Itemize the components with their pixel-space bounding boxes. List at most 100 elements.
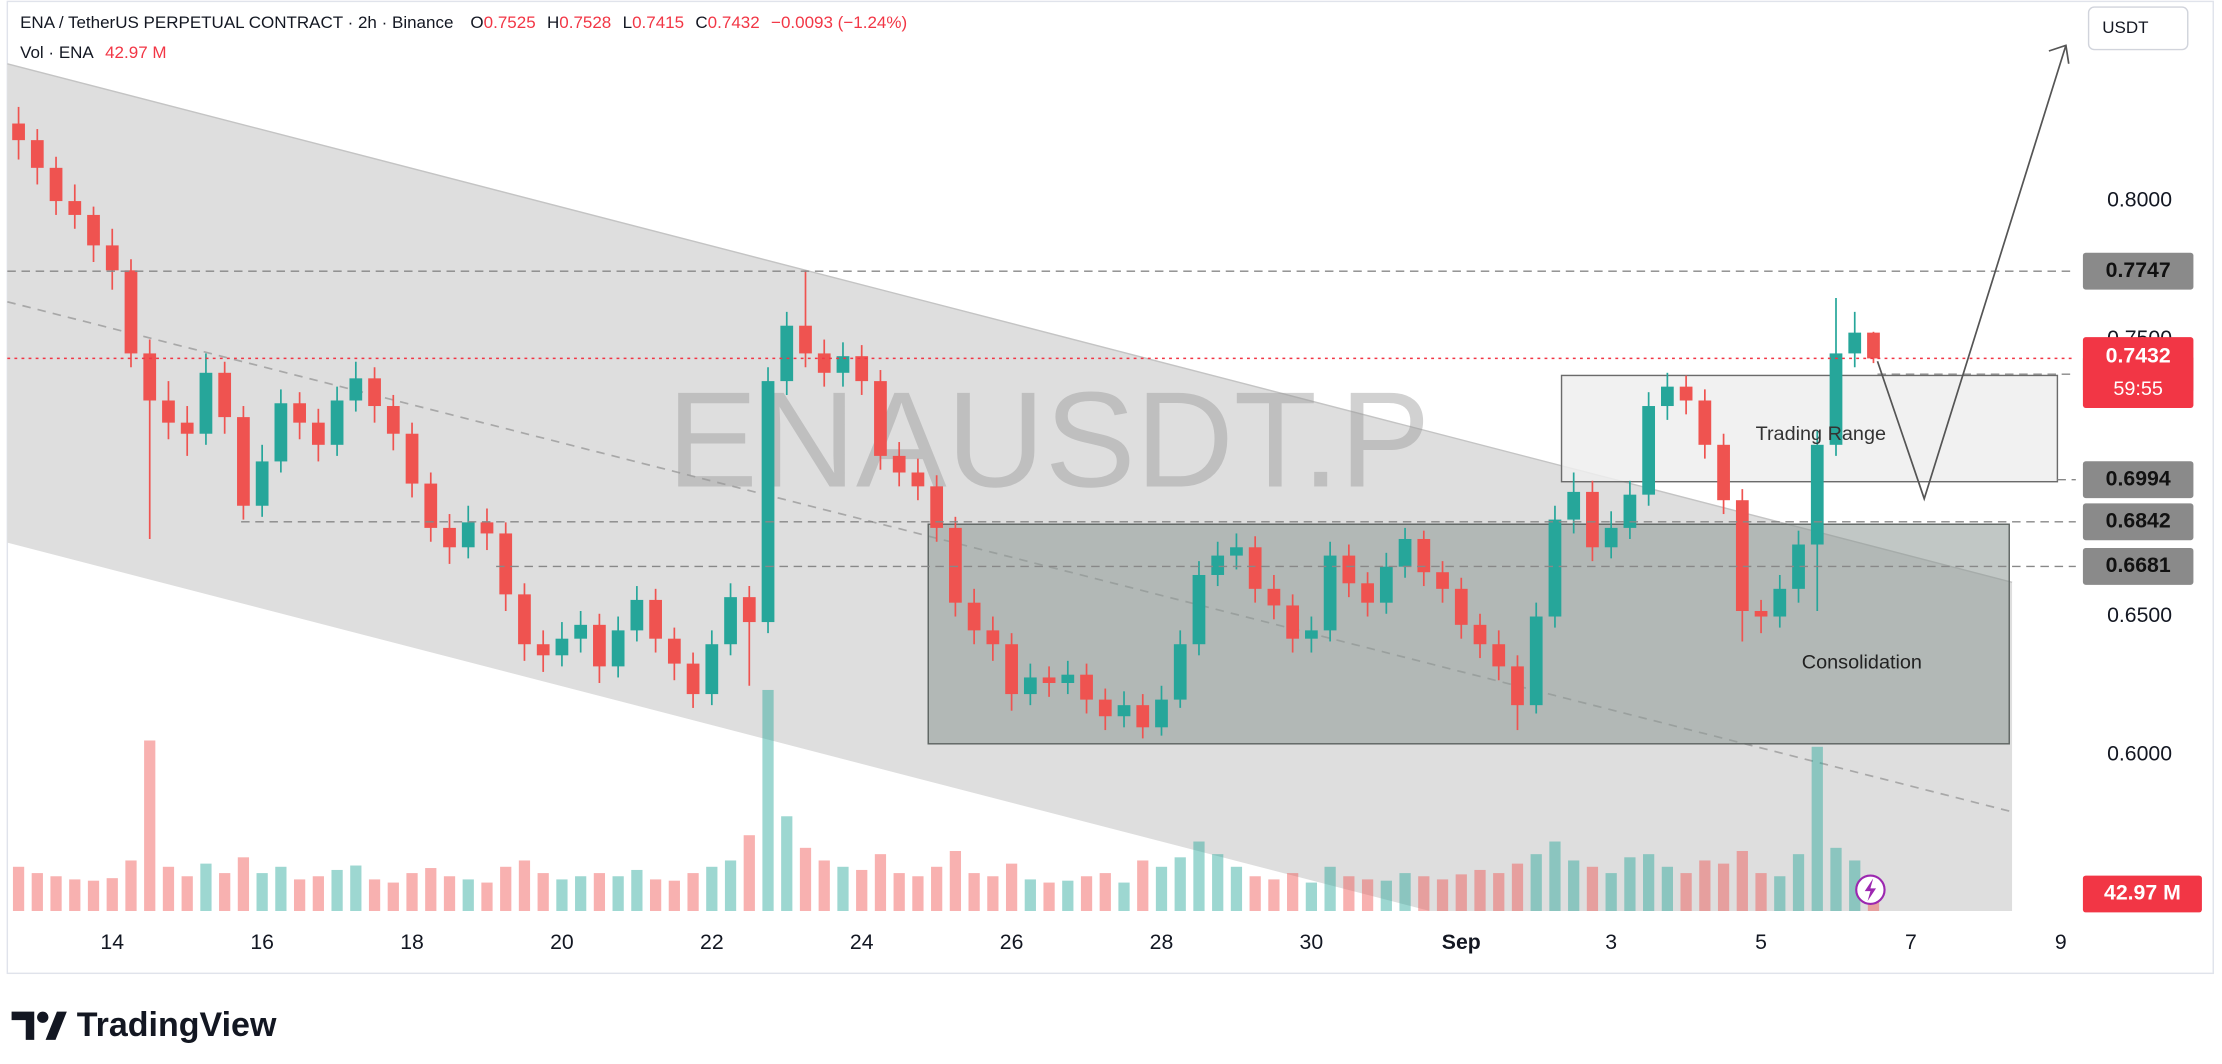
volume-bar	[1155, 866, 1168, 911]
volume-bar	[106, 878, 118, 911]
candle-body	[555, 638, 569, 656]
candle-body	[1061, 674, 1075, 684]
volume-bar	[668, 880, 680, 911]
candle-body	[780, 325, 794, 382]
watermark: ENAUSDT.P	[667, 363, 1430, 515]
volume-bar	[1830, 847, 1842, 911]
quote-label: L	[623, 14, 632, 33]
candle-body	[836, 356, 850, 373]
volume-bar	[556, 879, 568, 911]
consolidation-box	[927, 523, 2010, 745]
volume-bar	[1474, 869, 1486, 911]
candle-body	[1848, 332, 1862, 354]
level-label-box	[2082, 252, 2194, 290]
candle-body	[1286, 605, 1300, 639]
volume-bar	[1343, 876, 1355, 911]
candle-body	[199, 372, 213, 434]
volume-title: Vol · ENA	[20, 43, 94, 62]
volume-bar	[687, 873, 699, 911]
candle-body	[1379, 566, 1393, 603]
candle-body	[30, 140, 44, 168]
volume-bar	[1174, 857, 1186, 911]
x-tick-label: 7	[1905, 930, 1917, 954]
volume-bar	[631, 869, 643, 911]
volume-bar	[219, 873, 231, 911]
volume-bar	[1380, 880, 1392, 911]
level-label-box	[2082, 503, 2194, 541]
candle-body	[1005, 644, 1018, 695]
candle-body	[218, 372, 232, 418]
volume-value: 42.97 M	[105, 43, 166, 62]
candle-body	[518, 594, 531, 645]
quote-label: O	[470, 14, 483, 33]
x-tick-label: 5	[1755, 930, 1767, 954]
volume-bar	[931, 866, 943, 911]
candle-body	[1810, 444, 1824, 545]
footer-brand: TradingView	[77, 1006, 277, 1044]
volume-bar	[1324, 866, 1336, 911]
candle-body	[274, 403, 288, 462]
candle-body	[855, 356, 869, 382]
candle-body	[761, 381, 775, 623]
arrow-path	[1876, 45, 2067, 502]
volume-bar	[724, 860, 737, 911]
candle-body	[911, 472, 925, 487]
candle-body	[330, 400, 344, 445]
volume-bar	[1586, 866, 1599, 911]
volume-bar	[162, 866, 175, 911]
x-tick-label: Sep	[1442, 930, 1481, 954]
candle-body	[986, 630, 1000, 645]
volume-bar	[368, 879, 381, 911]
volume-label-box	[2082, 875, 2202, 913]
volume-bar	[1755, 873, 1767, 911]
lightning	[1864, 878, 1877, 902]
candle-body	[1417, 538, 1431, 573]
x-tick-label: 18	[400, 930, 424, 954]
x-tick-label: 24	[850, 930, 874, 954]
volume-bar	[406, 873, 418, 911]
candle-body	[1623, 494, 1637, 528]
candle-body	[686, 663, 700, 695]
volume-bar	[125, 860, 137, 911]
volume-bar	[781, 816, 793, 911]
candle-body	[742, 597, 756, 623]
volume-bar	[31, 873, 43, 911]
candle-body	[1248, 547, 1262, 589]
candle-body	[1023, 677, 1037, 695]
currency-label[interactable]: USDT	[2102, 18, 2148, 37]
candle-body	[237, 417, 250, 506]
volume-bar	[1511, 863, 1524, 911]
volume-bar	[1099, 873, 1111, 911]
volume-bar	[1811, 746, 1823, 911]
volume-bar	[1624, 857, 1636, 911]
candle-body	[1548, 519, 1562, 617]
candle-body	[255, 461, 269, 506]
volume-bar	[743, 835, 755, 911]
x-tick-label: 9	[2055, 930, 2067, 954]
volume-bar	[1717, 863, 1730, 911]
volume-bar	[1774, 876, 1786, 911]
candle-body	[817, 353, 831, 373]
candle-body	[293, 403, 306, 423]
y-tick-label: 0.8000	[2107, 188, 2172, 212]
volume-bar	[537, 873, 549, 911]
current-price-box	[2082, 337, 2194, 408]
currency-button[interactable]	[2087, 6, 2189, 51]
volume-bar	[1436, 879, 1449, 911]
volume-bar	[1736, 850, 1748, 911]
candle-body	[1642, 406, 1656, 495]
volume-bar	[1305, 882, 1318, 911]
candle-body	[386, 406, 400, 434]
volume-bar	[1643, 854, 1655, 911]
candle-body	[1098, 699, 1112, 717]
channel-upper	[7, 63, 2013, 583]
candle-body	[1080, 674, 1093, 700]
volume-bar	[762, 689, 774, 911]
volume-bar	[1212, 854, 1224, 911]
volume-bar	[1080, 876, 1093, 911]
volume-bar	[1849, 860, 1861, 911]
logo-mark	[45, 1011, 67, 1040]
volume-bar	[837, 866, 849, 911]
volume-bar	[1399, 873, 1411, 911]
